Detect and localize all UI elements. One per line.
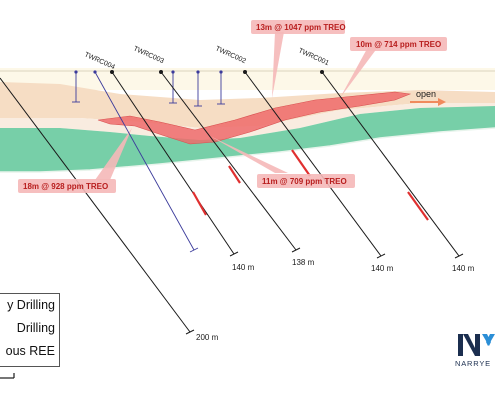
mid-clay-band: [0, 103, 495, 140]
callout-pointer-twrc001: [340, 47, 378, 98]
intercept-callout-twrc002: 13m @ 1047 ppm TREO: [251, 20, 346, 34]
hole-label-twrc003: TWRC003: [132, 45, 165, 65]
callout-pointer-twrc004: [95, 128, 132, 180]
depth-label-twrc002: 140 m: [371, 264, 394, 273]
drill-hole-twrc004: [110, 70, 239, 257]
open-arrow-icon: [410, 98, 446, 106]
drill-hole-twrc003: [159, 70, 301, 253]
drill-hole-far-left: [0, 77, 195, 335]
intercept-callout-twrc003: 11m @ 709 ppm TREO: [257, 174, 355, 188]
legend-item-rc-drilling: y Drilling: [7, 298, 55, 312]
depth-label-twrc003: 138 m: [292, 258, 315, 267]
depth-label-far-left: 200 m: [196, 333, 219, 342]
hole-label-twrc002: TWRC002: [214, 45, 247, 65]
legend-box: y Drilling Drilling ous REE: [0, 293, 60, 367]
open-label: open: [416, 89, 436, 99]
intercept-text-twrc003: 11m @ 709 ppm TREO: [262, 177, 347, 186]
scale-bar: [0, 373, 15, 379]
callout-pointer-twrc002: [272, 32, 284, 98]
callout-pointer-twrc003: [210, 136, 288, 173]
company-logo-text: NARRYE: [455, 359, 491, 368]
legend-item-ree-anomalous: ous REE: [5, 344, 55, 358]
historic-shallow-holes: [72, 70, 225, 107]
hole-label-twrc001: TWRC001: [297, 47, 330, 67]
legend-item-historic-drilling: Drilling: [16, 321, 55, 335]
depth-label-twrc004: 140 m: [232, 263, 255, 272]
mineralised-ree-zone: [97, 91, 412, 145]
intercept-callout-twrc004: 18m @ 928 ppm TREO: [18, 179, 116, 193]
depth-label-twrc001: 140 m: [452, 264, 475, 273]
intercept-text-twrc001: 10m @ 714 ppm TREO: [356, 40, 441, 49]
historic-inclined-hole: [93, 70, 199, 253]
drill-hole-twrc001: [320, 70, 464, 259]
company-logo: [458, 334, 495, 356]
green-saprolite-band: [0, 106, 495, 172]
drill-hole-twrc002: [243, 70, 386, 259]
intercept-callout-twrc001: 10m @ 714 ppm TREO: [350, 37, 447, 51]
intercept-text-twrc004: 18m @ 928 ppm TREO: [23, 182, 108, 191]
intercept-text-twrc002: 13m @ 1047 ppm TREO: [256, 23, 346, 32]
surface-sky-band: [0, 68, 495, 90]
